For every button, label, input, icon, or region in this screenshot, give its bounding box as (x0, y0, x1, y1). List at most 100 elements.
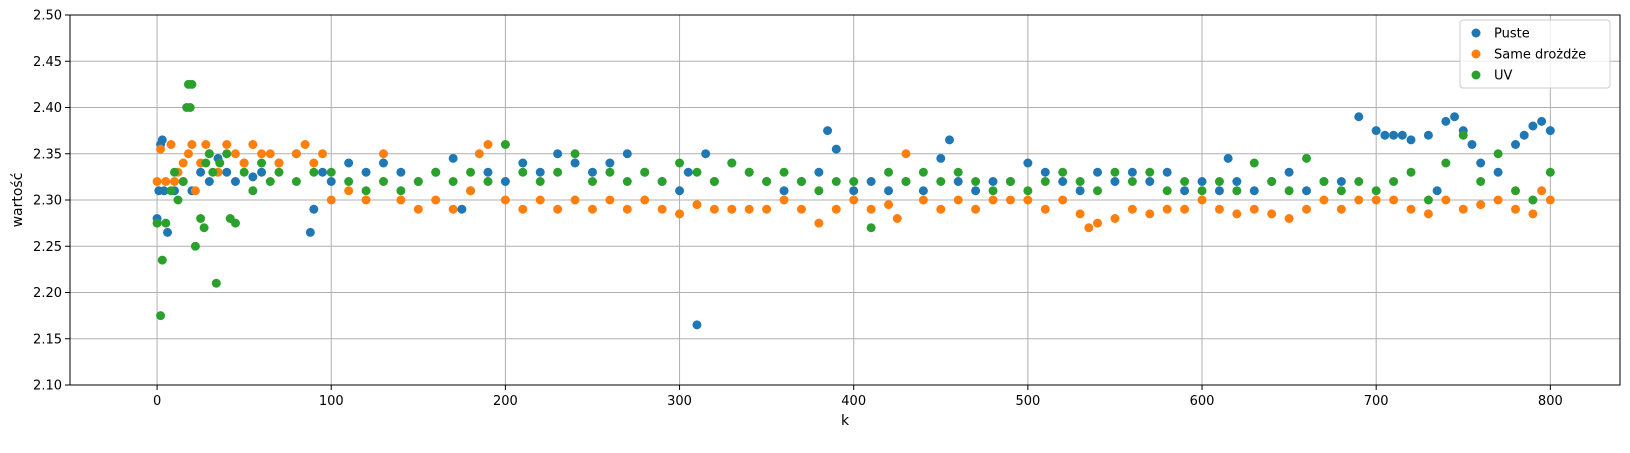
data-point (796, 177, 806, 186)
data-point (257, 158, 267, 168)
data-point (1397, 130, 1407, 140)
data-point (222, 140, 232, 149)
data-point (1336, 186, 1346, 196)
data-point (474, 149, 484, 159)
data-point (248, 186, 258, 196)
data-point (918, 186, 928, 196)
data-point (1197, 186, 1207, 196)
data-point (1519, 130, 1529, 140)
data-point (1110, 167, 1120, 177)
data-point (1162, 186, 1172, 196)
x-axis-ticks: 0 100 200 300 400 500 600 700 800 (153, 385, 1563, 409)
legend-label: UV (1494, 69, 1513, 84)
data-point (1528, 121, 1538, 131)
data-point (185, 103, 195, 112)
data-point (709, 177, 719, 186)
legend: Puste Same drożdże UV (1459, 19, 1611, 89)
data-point (257, 149, 267, 159)
data-point (727, 204, 737, 214)
data-point (159, 186, 169, 196)
data-point (518, 204, 528, 214)
data-point (1302, 204, 1312, 214)
data-point (483, 167, 493, 177)
data-point (291, 177, 301, 186)
data-point (1267, 209, 1277, 219)
data-point (344, 158, 354, 168)
data-point (1058, 167, 1068, 177)
data-point (161, 177, 171, 186)
data-point (166, 186, 176, 196)
data-point (222, 149, 232, 159)
data-point (762, 204, 772, 214)
data-point (196, 167, 206, 177)
data-point (1545, 126, 1555, 136)
data-point (849, 186, 859, 196)
data-point (1110, 214, 1120, 223)
data-point (971, 186, 981, 196)
data-point (988, 177, 998, 186)
data-point (222, 167, 232, 177)
data-point (239, 158, 249, 168)
data-point (1093, 186, 1103, 196)
data-point (466, 186, 476, 196)
data-point (344, 177, 354, 186)
data-point (1458, 204, 1468, 214)
data-point (318, 149, 328, 159)
data-point (1084, 223, 1094, 233)
data-point (1093, 167, 1103, 177)
data-point (1336, 204, 1346, 214)
data-point (1284, 186, 1294, 196)
data-point (744, 167, 754, 177)
data-point (918, 167, 928, 177)
data-point (692, 167, 702, 177)
x-tick-label: 400 (841, 394, 866, 409)
data-point (448, 177, 458, 186)
data-point (831, 177, 841, 186)
data-point (157, 135, 167, 145)
data-point (622, 204, 632, 214)
data-point (500, 195, 510, 205)
data-point (1302, 186, 1312, 196)
data-point (1110, 177, 1120, 186)
data-point (1075, 186, 1085, 196)
data-point (953, 177, 963, 186)
data-point (1476, 200, 1486, 210)
data-point (1406, 135, 1416, 145)
legend-marker (1471, 28, 1481, 38)
x-tick-label: 700 (1364, 394, 1389, 409)
data-point (1145, 167, 1155, 177)
data-point (239, 167, 249, 177)
data-point (622, 149, 632, 159)
data-point (701, 149, 711, 159)
data-point (1545, 195, 1555, 205)
y-tick-label: 2.35 (33, 147, 62, 162)
data-point (1545, 167, 1555, 177)
data-point (196, 214, 206, 223)
data-point (1528, 209, 1538, 219)
data-point (309, 167, 319, 177)
data-point (1354, 177, 1364, 186)
y-tick-label: 2.30 (33, 194, 62, 209)
data-point (500, 140, 510, 149)
data-point (796, 204, 806, 214)
data-point (901, 177, 911, 186)
data-point (1023, 158, 1033, 168)
data-point (553, 149, 563, 159)
data-point (1040, 177, 1050, 186)
data-point (1493, 167, 1503, 177)
data-point (1423, 195, 1433, 205)
data-point (1197, 195, 1207, 205)
data-point (190, 186, 200, 196)
data-point (1476, 177, 1486, 186)
data-point (1284, 214, 1294, 223)
data-point (675, 158, 685, 168)
data-point (1284, 167, 1294, 177)
data-point (1232, 177, 1242, 186)
data-point (1223, 153, 1233, 163)
data-point (535, 167, 545, 177)
data-point (156, 311, 166, 321)
y-tick-label: 2.50 (33, 9, 62, 24)
data-point (587, 167, 597, 177)
data-point (692, 320, 702, 330)
